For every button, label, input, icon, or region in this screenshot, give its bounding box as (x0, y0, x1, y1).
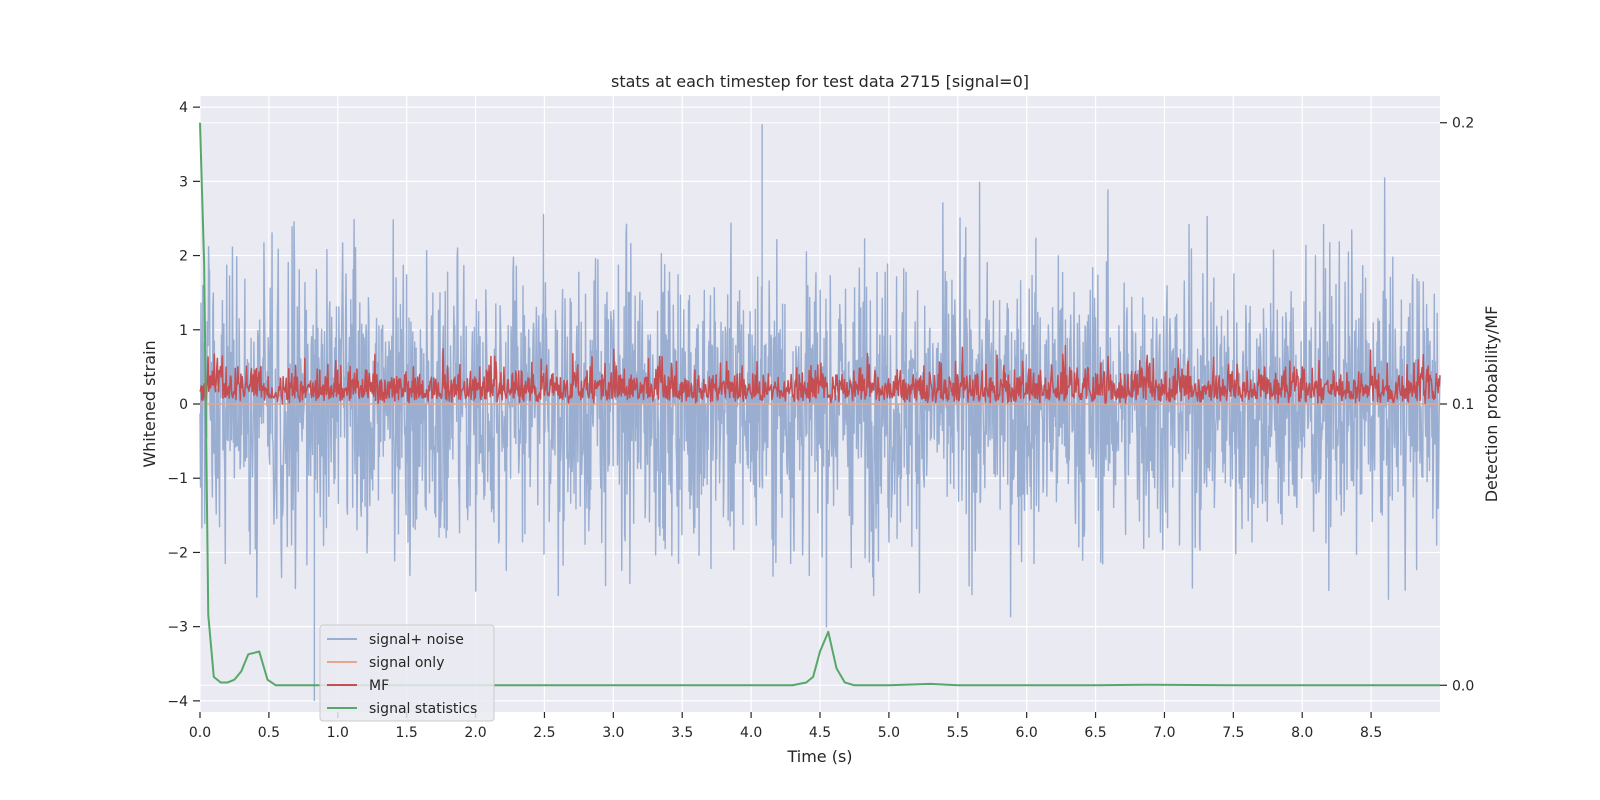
y-tick-label: 1 (179, 323, 188, 339)
y2-axis-label: Detection probability/MF (1482, 306, 1501, 503)
ticks: 0.0 0.5 1.0 1.5 2.0 2.5 3.0 3.5 4.0 4.5 5.0 5.5 6.0 6… (167, 100, 1474, 741)
y-tick-label: 2 (179, 249, 188, 265)
y2-tick-label: 0.1 (1452, 397, 1474, 413)
x-tick-label: 2.5 (533, 725, 555, 741)
y-tick-label: −3 (167, 620, 188, 636)
x-tick-label: 2.0 (464, 725, 486, 741)
y-tick-label: 3 (179, 174, 188, 190)
y-tick-label: 4 (179, 100, 188, 116)
x-tick-label: 6.0 (1016, 725, 1038, 741)
y-tick-label: −2 (167, 545, 188, 561)
x-tick-label: 5.0 (878, 725, 900, 741)
y2-tick-label: 0.0 (1452, 678, 1474, 694)
x-tick-label: 7.5 (1222, 725, 1244, 741)
x-tick-label: 8.5 (1360, 725, 1382, 741)
legend-label-mf: MF (369, 678, 389, 694)
chart-title: stats at each timestep for test data 271… (611, 72, 1029, 91)
x-tick-label: 0.0 (189, 725, 211, 741)
x-tick-label: 1.5 (396, 725, 418, 741)
x-tick-label: 4.5 (809, 725, 831, 741)
legend-label-signal-only: signal only (369, 655, 444, 671)
legend-label-signal-statistics: signal statistics (369, 701, 477, 717)
legend-box (319, 624, 495, 722)
x-tick-label: 4.0 (740, 725, 762, 741)
series-layer (199, 122, 1441, 701)
series-mf (199, 344, 1441, 405)
series-signal-statistics (199, 122, 1440, 687)
x-tick-label: 7.0 (1153, 725, 1175, 741)
x-axis-label: Time (s) (786, 747, 852, 766)
y2-tick-label: 0.2 (1452, 116, 1474, 132)
y-tick-label: 0 (179, 397, 188, 413)
legend: signal+ noise signal only MF signal stat… (319, 624, 495, 722)
y-tick-label: −4 (167, 694, 188, 710)
series-signal-noise (199, 124, 1441, 701)
y-tick-label: −1 (167, 471, 188, 487)
x-tick-label: 1.0 (327, 725, 349, 741)
legend-label-signal-noise: signal+ noise (369, 632, 464, 648)
x-tick-label: 0.5 (258, 725, 280, 741)
x-tick-label: 3.0 (602, 725, 624, 741)
x-tick-label: 8.0 (1291, 725, 1313, 741)
x-tick-label: 6.5 (1084, 725, 1106, 741)
x-tick-label: 3.5 (671, 725, 693, 741)
x-tick-label: 5.5 (947, 725, 969, 741)
y-axis-label: Whitened strain (140, 340, 159, 467)
